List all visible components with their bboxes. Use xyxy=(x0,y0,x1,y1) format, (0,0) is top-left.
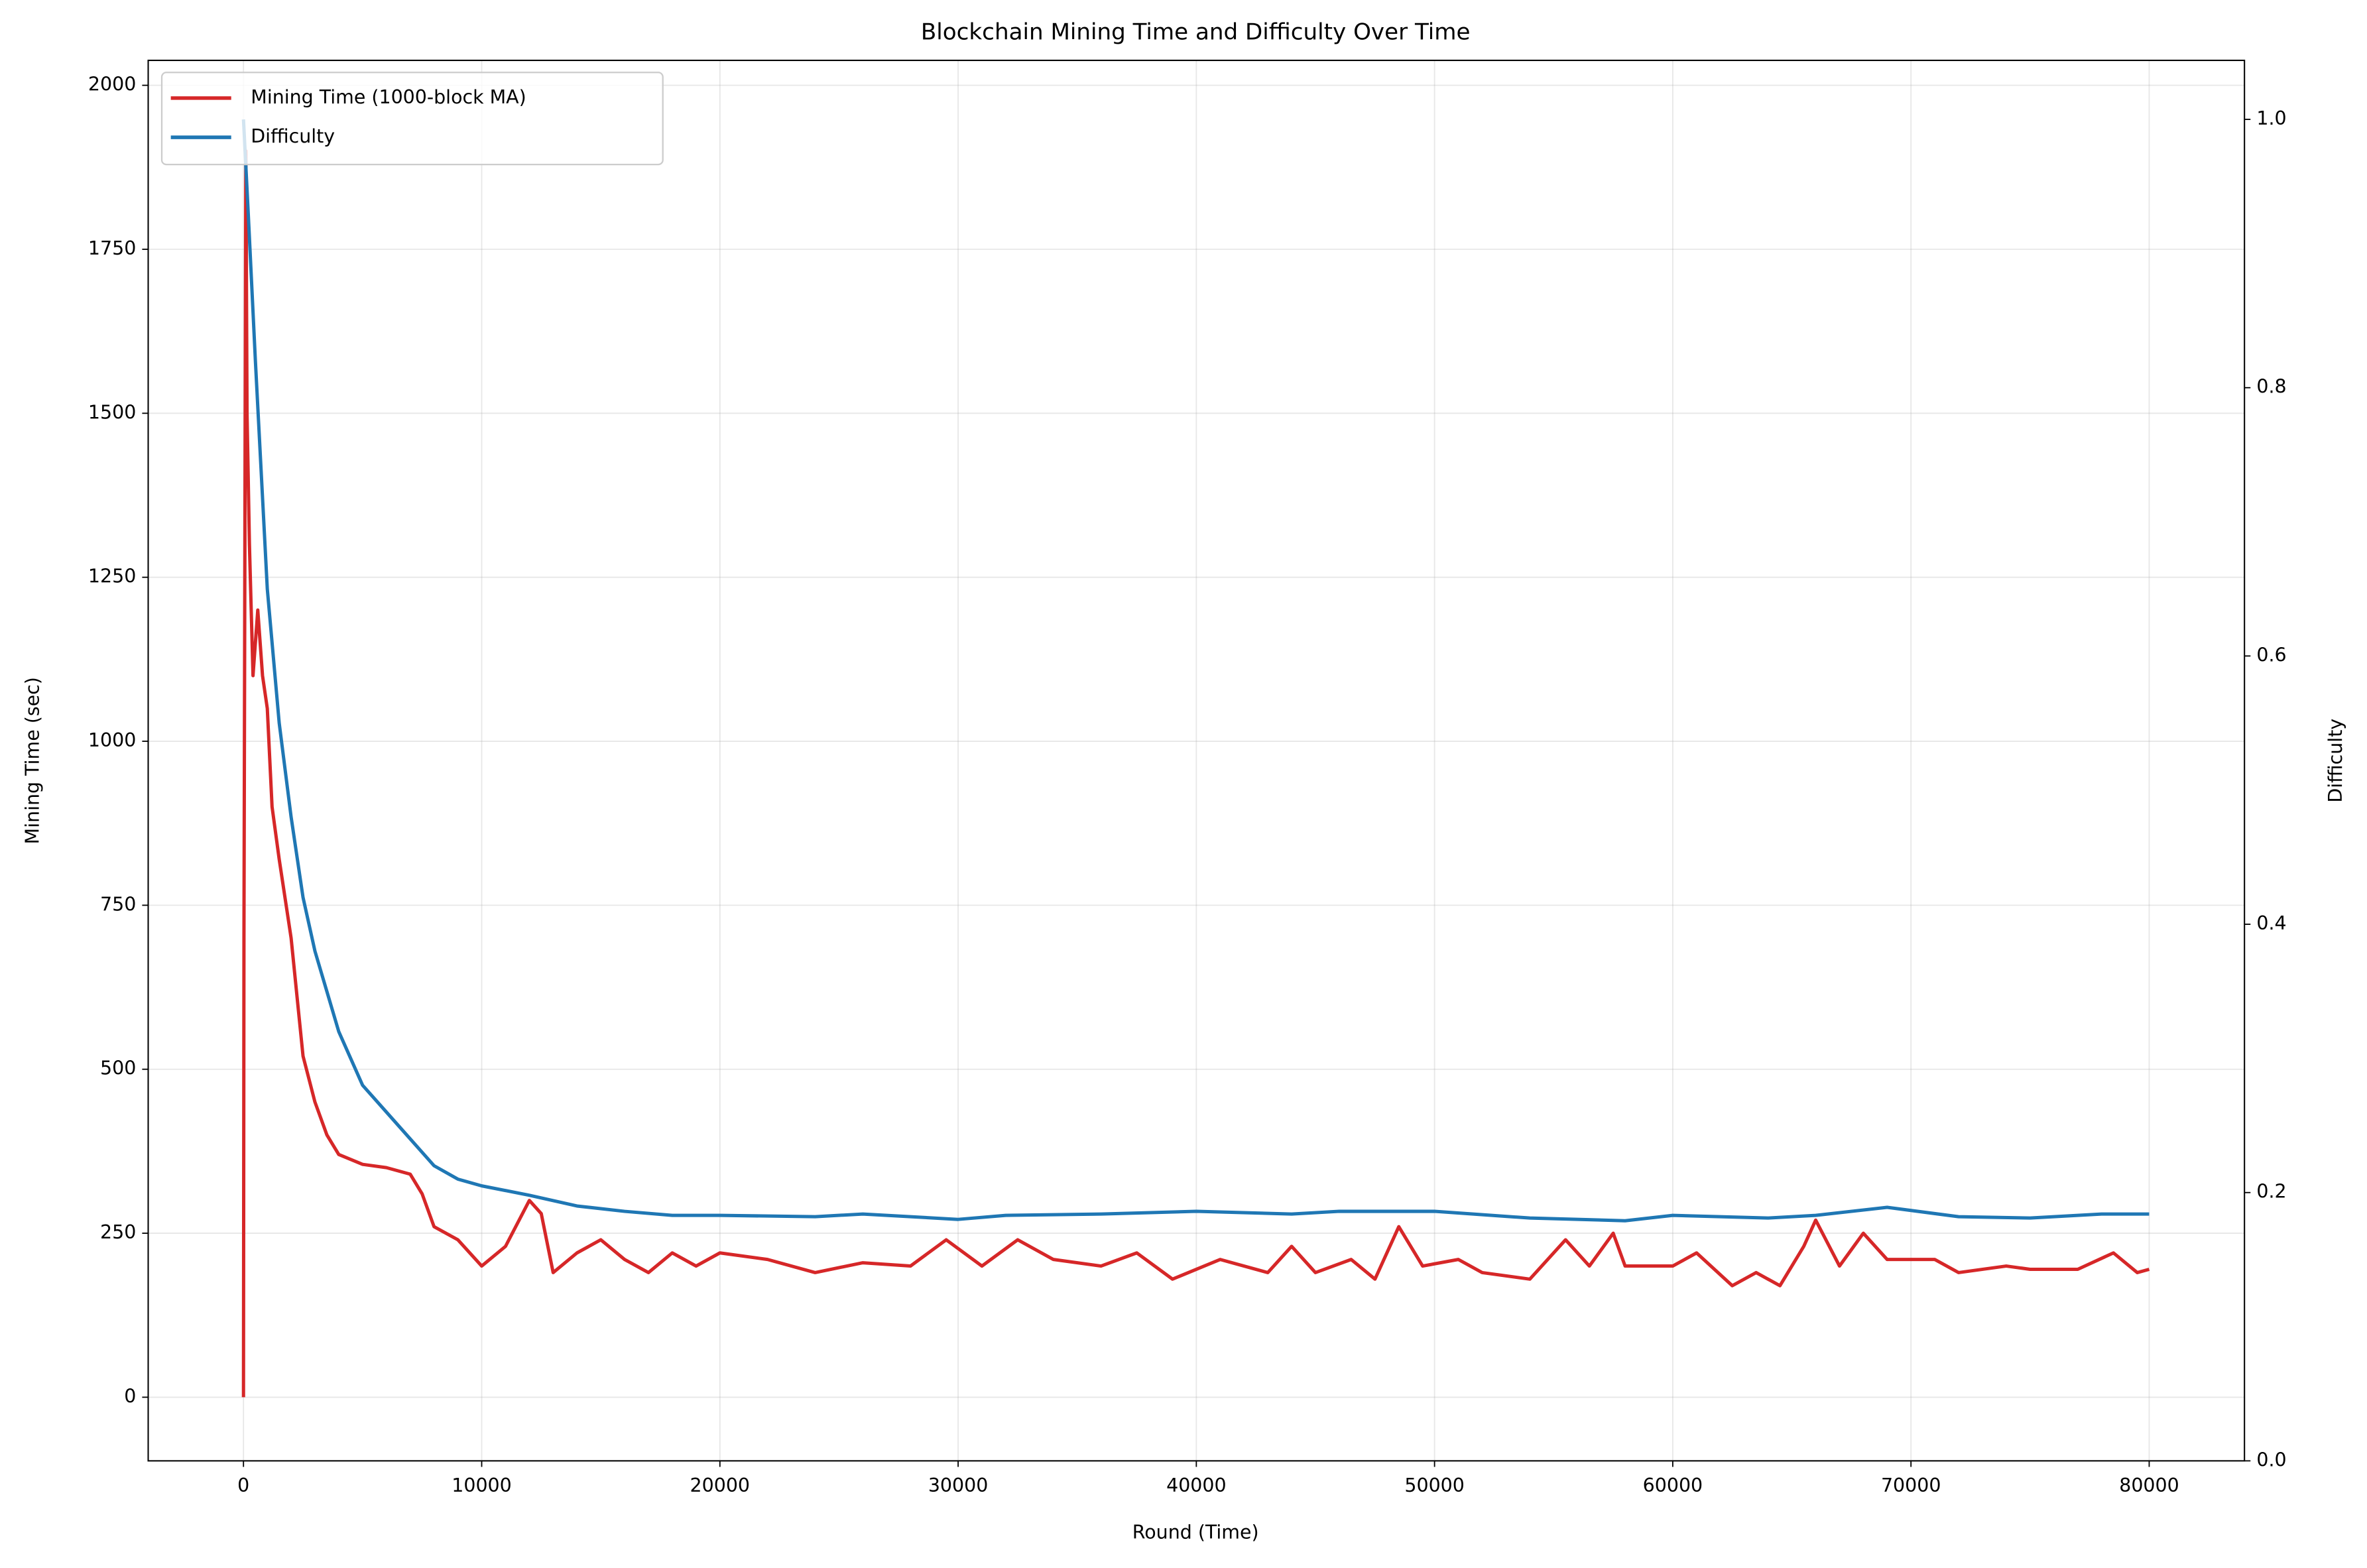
legend: Mining Time (1000-block MA) Difficulty xyxy=(160,72,664,166)
y-axis-label: Mining Time (sec) xyxy=(22,677,44,844)
y-tick-label: 2000 xyxy=(88,74,136,95)
y-tick-label: 250 xyxy=(100,1221,136,1243)
x-tick-label: 20000 xyxy=(690,1475,750,1496)
legend-label: Difficulty xyxy=(251,125,335,147)
line-series xyxy=(241,119,2150,1223)
y2-tick-label: 1.0 xyxy=(2256,107,2286,129)
legend-box xyxy=(160,72,664,166)
x-tick-label: 70000 xyxy=(1881,1475,1941,1496)
x-axis-label: Round (Time) xyxy=(1132,1522,1259,1543)
x-tick-label: 60000 xyxy=(1643,1475,1703,1496)
y-tick-label: 0 xyxy=(124,1385,136,1407)
plot-frame xyxy=(147,60,2246,1462)
y-tick-label: 1000 xyxy=(88,729,136,751)
y2-tick-label: 0.6 xyxy=(2256,644,2286,666)
y-tick-label: 1250 xyxy=(88,566,136,587)
x-tick-label: 0 xyxy=(237,1475,249,1496)
y2-axis-label: Difficulty xyxy=(2325,719,2346,803)
y-tick-label: 750 xyxy=(100,893,136,915)
chart-title: Blockchain Mining Time and Difficulty Ov… xyxy=(921,19,1471,46)
x-tick-label: 50000 xyxy=(1404,1475,1464,1496)
y2-tick-label: 0.2 xyxy=(2256,1181,2286,1203)
x-tick-label: 80000 xyxy=(2119,1475,2179,1496)
y-tick-label: 1500 xyxy=(88,401,136,423)
y2-tick-label: 0.8 xyxy=(2256,376,2286,398)
legend-label: Mining Time (1000-block MA) xyxy=(251,86,526,108)
y2-tick-label: 0.4 xyxy=(2256,912,2286,934)
y2-tick-label: 0.0 xyxy=(2256,1449,2286,1471)
x-tick-label: 40000 xyxy=(1166,1475,1226,1496)
line-series xyxy=(241,149,2150,1398)
y-tick-label: 1750 xyxy=(88,237,136,259)
x-tick-label: 30000 xyxy=(928,1475,988,1496)
x-tick-label: 10000 xyxy=(452,1475,511,1496)
y-tick-label: 500 xyxy=(100,1057,136,1079)
